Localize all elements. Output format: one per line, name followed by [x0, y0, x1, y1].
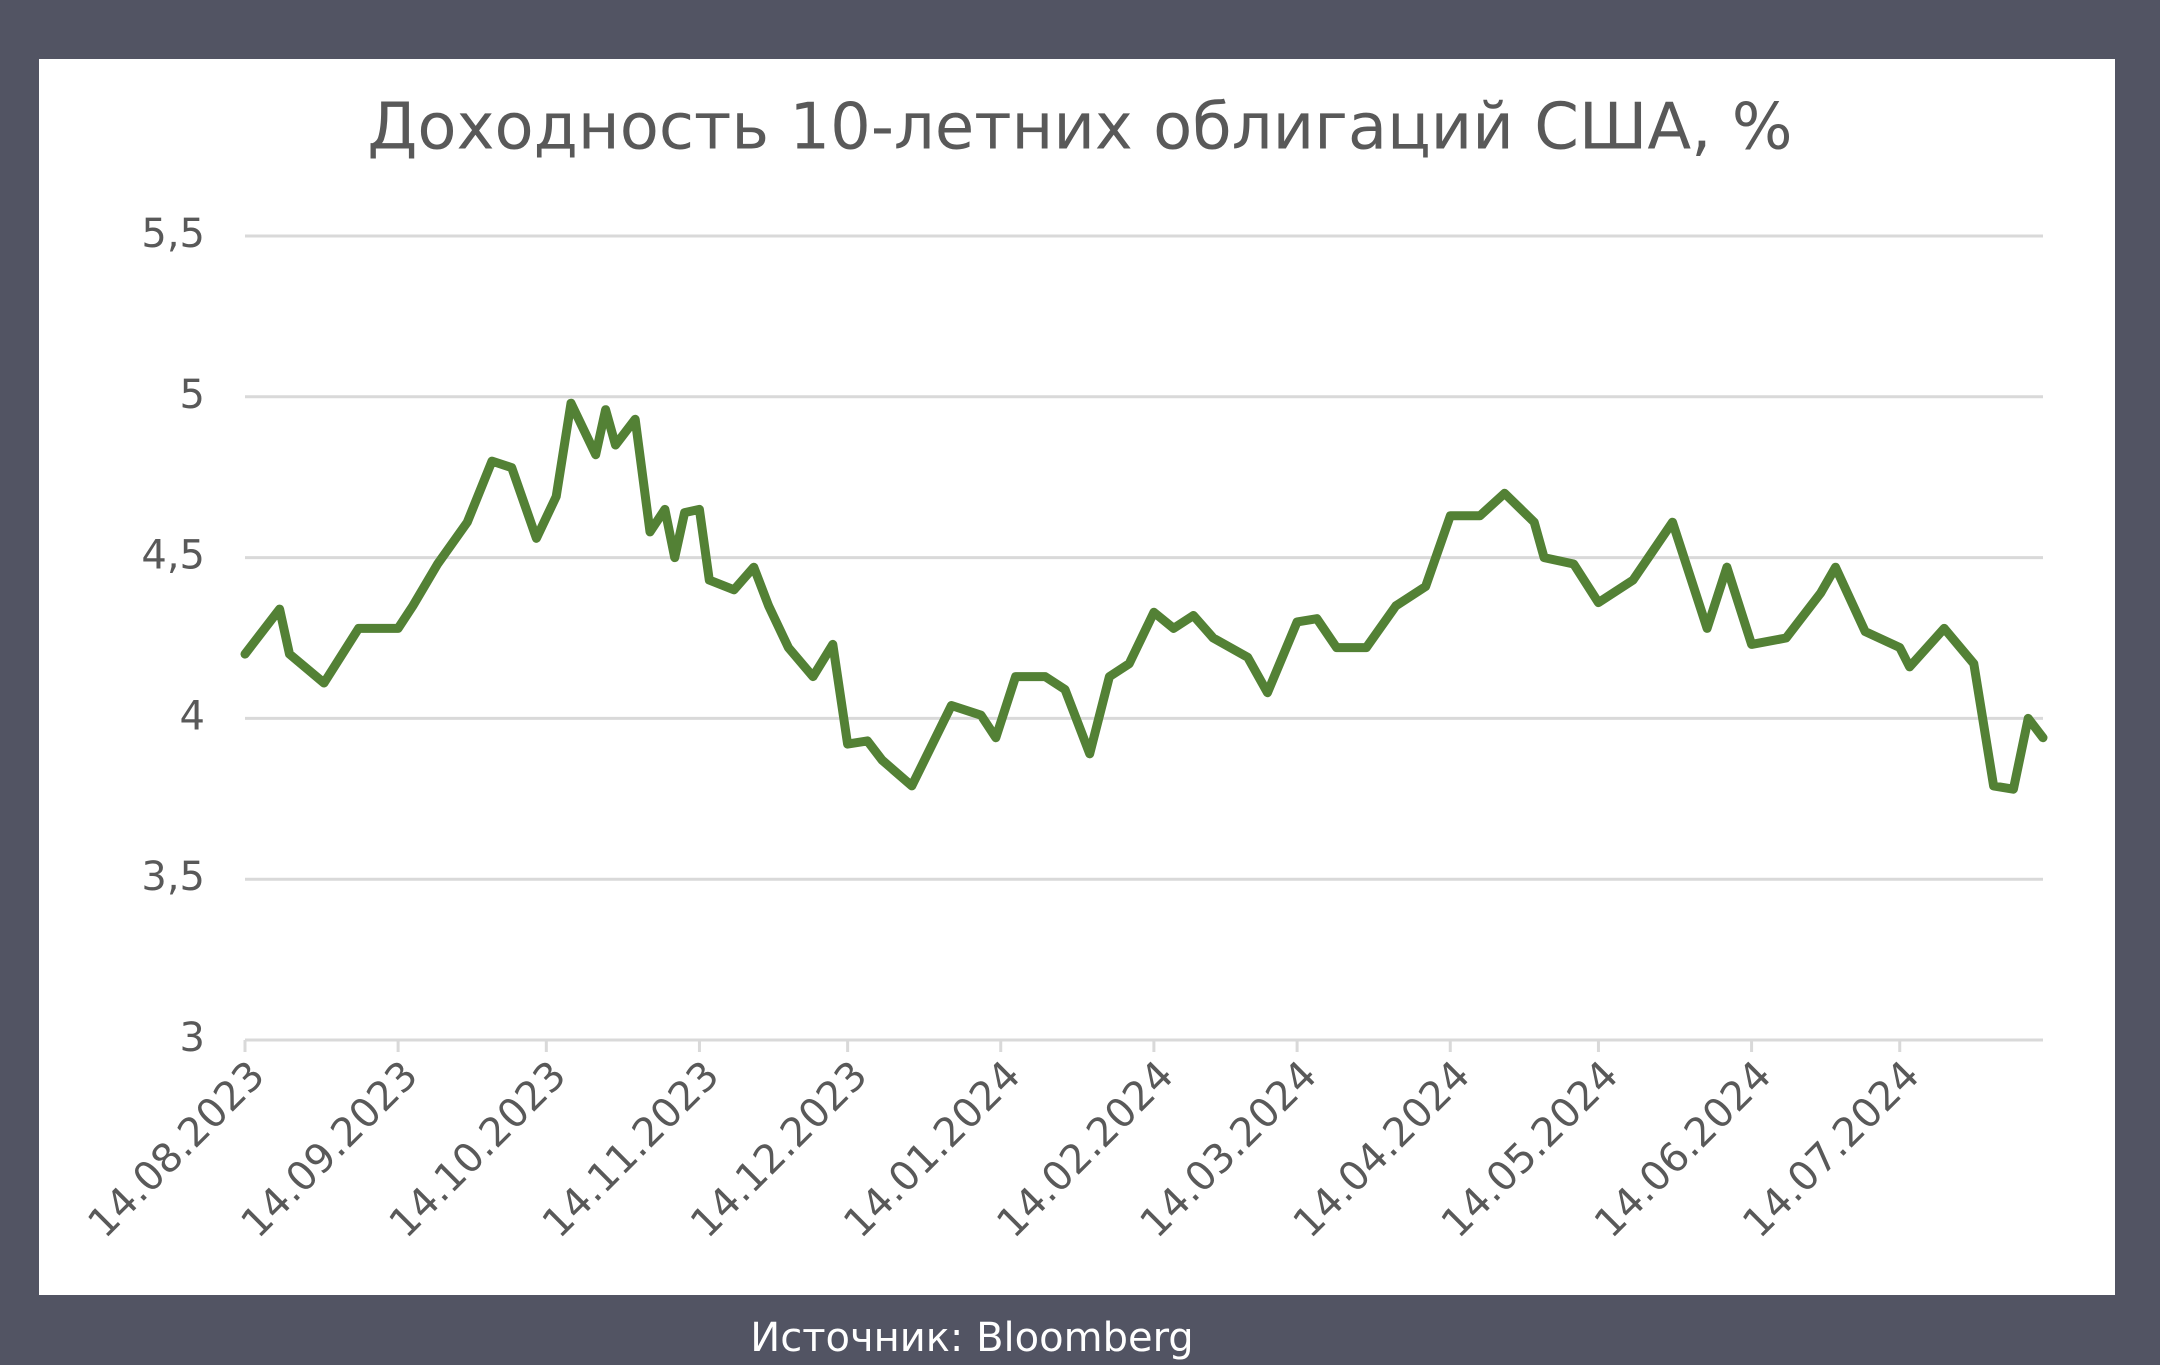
y-tick-label: 5,5 — [141, 211, 205, 257]
y-tick-label: 3 — [180, 1015, 205, 1061]
chart-panel — [39, 59, 2115, 1295]
source-note: Источник: Bloomberg — [750, 1315, 1193, 1361]
y-tick-label: 4 — [180, 693, 205, 739]
y-tick-label: 3,5 — [141, 854, 205, 900]
y-tick-label: 4,5 — [141, 533, 205, 579]
y-tick-label: 5 — [180, 372, 205, 418]
data-line — [240, 398, 2048, 794]
chart-title: Доходность 10-летних облигаций США, % — [367, 91, 1792, 165]
